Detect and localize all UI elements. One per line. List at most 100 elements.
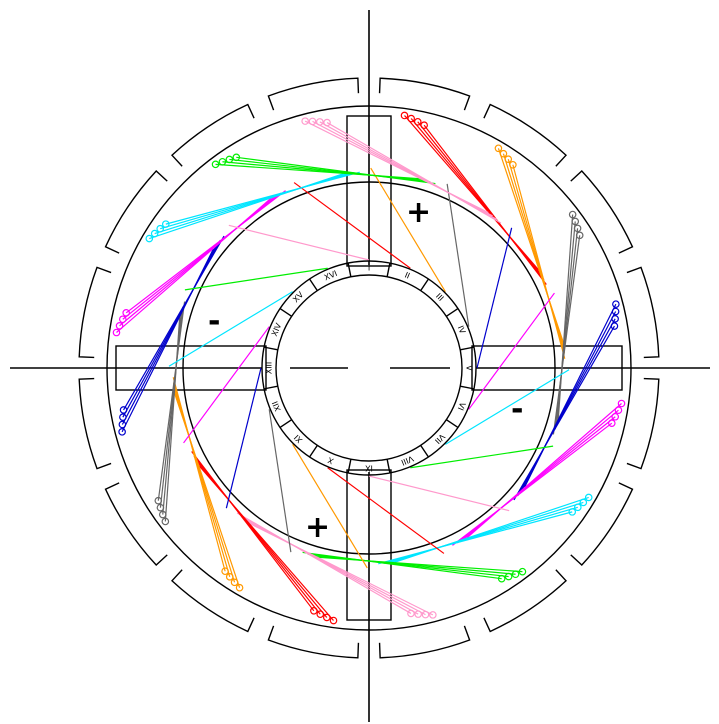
coil-wire [157,301,186,501]
commutator-label: I [368,264,370,273]
coil-turn [494,144,503,153]
coil-turn [119,406,128,414]
coil-turn [611,412,620,421]
coil-group [378,369,593,565]
pole-piece-left [115,345,267,391]
coil-turn [614,406,623,414]
polarity-minus-right: - [511,392,523,427]
coil-group [184,153,436,291]
stator-segment [626,377,660,470]
coil-wire [236,512,412,614]
stator-segment [626,266,660,359]
coil-turn [221,567,229,576]
commutator-label: XIII [265,362,274,375]
commutator-lead [183,326,270,444]
coil-group [236,475,510,619]
commutator-bar-divider [347,459,352,474]
stator-segment [104,169,168,254]
coil-turn [119,413,127,421]
commutator-outer-circle [261,260,477,476]
coil-wire [123,235,225,411]
coil-turn [511,570,520,579]
stator-segment [267,625,360,659]
axes [10,10,710,722]
commutator-lead [476,227,513,369]
coil-wire [326,122,502,224]
coil-turn [429,611,437,619]
coil-turn [579,498,588,507]
coil-turn [400,111,409,120]
coil-turn [118,428,126,436]
stator-segment [483,103,568,167]
coil-turn [574,503,582,512]
coil-turn [145,234,154,243]
coil-group [154,301,292,553]
commutator-label: X [326,455,335,466]
coil-turn [310,607,318,615]
commutator-lead [184,267,328,291]
coil-turn [571,217,580,226]
coil-turn [232,153,241,162]
polarity-minus-left: - [208,304,220,339]
coil-turn [420,121,428,129]
coil-turn [497,574,506,583]
coil-group [476,227,620,501]
coil-turn [568,508,577,516]
commutator-lead [293,182,411,269]
coil-turn [323,118,331,127]
coil-turn [225,155,234,164]
commutator-lead [445,369,570,445]
stator-segment [78,377,112,470]
coil-turn [230,578,239,587]
commutator-lead [225,367,262,509]
commutator-lead [168,291,293,367]
commutator-bar-divider [420,444,430,458]
coil-group [370,144,566,359]
commutator-bar-divider [308,444,318,458]
commutator-lead [370,167,446,292]
commutator-bar-divider [445,419,459,429]
commutator-lead [410,445,554,469]
coil-turn [518,567,527,576]
coil-turn [407,609,415,618]
coil-wire [512,164,566,359]
coil-wire [452,422,613,546]
coil-turn [161,517,170,526]
commutator-lead [327,467,445,554]
coil-wire [191,451,315,612]
armature-inner-circle [182,181,556,555]
coil-turn [225,573,234,581]
coil-wire [552,235,581,435]
stator-segment [378,625,471,659]
coil-wire [165,171,360,225]
coil-group [118,235,262,509]
pole-pieces [115,115,623,621]
coil-turn [156,503,165,512]
commutator-label: IV [456,324,468,335]
coil-turn [584,493,593,502]
commutator-bar-divider [263,346,278,351]
commutator-bar-divider [386,262,391,277]
coil-turn [329,616,338,625]
polarity-plus-top: + [406,195,431,230]
coil-group [172,377,368,592]
coil-turn [308,117,317,126]
coil-turn [568,210,577,219]
coil-turn [115,322,124,330]
coil-turn [608,419,616,427]
polarity-plus-bottom: + [305,510,330,545]
commutator-lead [446,183,470,327]
coil-turn [316,610,325,619]
stator-segment-ring [78,77,660,659]
coil-turn [414,610,422,618]
commutator-bar-divider [263,385,278,390]
commutator-bar-divider [279,419,293,429]
coil-turn [235,583,244,592]
commutator-bar-divider [279,307,293,317]
coil-turn [617,399,626,408]
coil-group [191,451,445,625]
coil-turn [150,229,159,238]
commutator-bar-divider [420,278,430,292]
commutator-bar-divider [386,459,391,474]
